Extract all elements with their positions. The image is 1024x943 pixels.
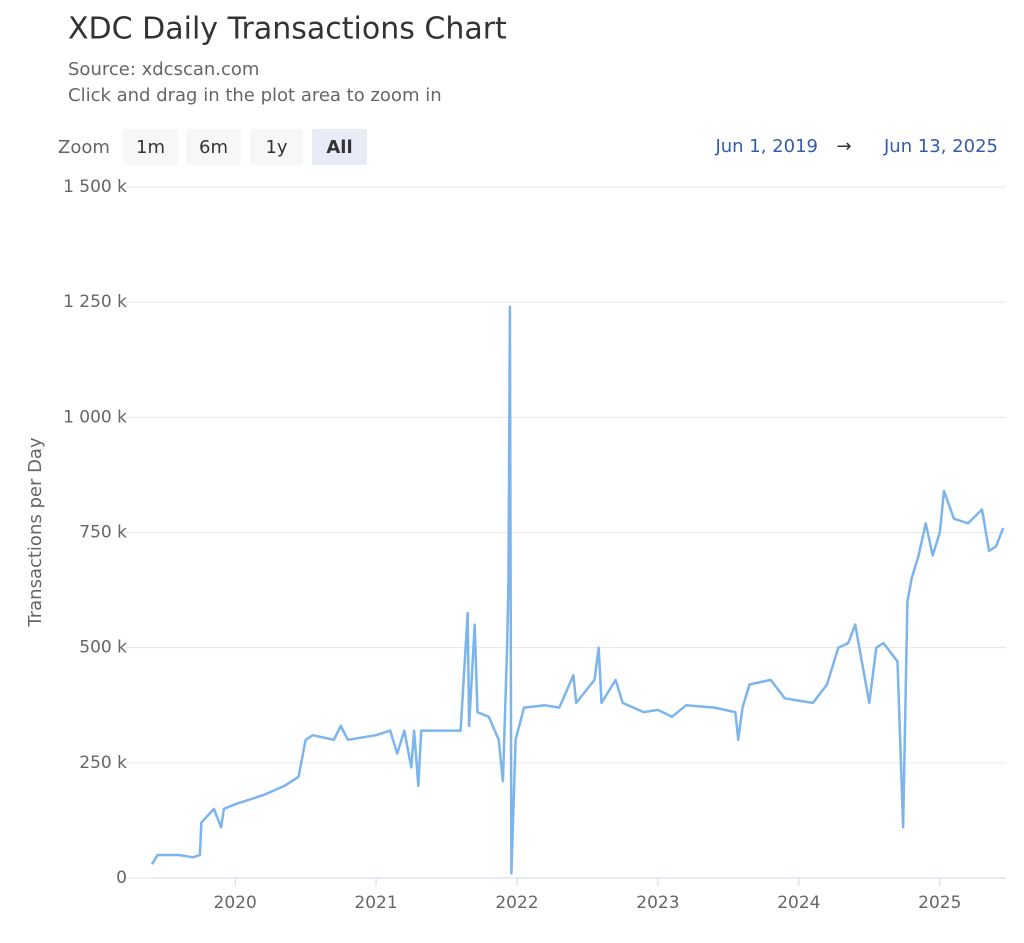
zoom-button-label[interactable]: 1m: [136, 137, 165, 158]
y-tick-label: 0: [116, 868, 127, 888]
line-series: [150, 305, 1005, 875]
y-tick-label: 250 k: [79, 753, 127, 773]
x-tick-label: 2023: [636, 893, 679, 913]
range-from: Jun 1, 2019: [714, 136, 818, 157]
x-tick-label: 2021: [354, 893, 397, 913]
y-tick-label: 1 000 k: [63, 407, 127, 427]
chart-title: XDC Daily Transactions Chart: [68, 12, 507, 47]
x-tick-label: 2022: [495, 893, 538, 913]
range-arrow: →: [836, 136, 851, 157]
x-tick-label: 2025: [918, 893, 961, 913]
x-tick-label: 2020: [214, 893, 257, 913]
y-tick-label: 500 k: [79, 638, 127, 658]
zoom-button-label[interactable]: 1y: [265, 137, 287, 158]
zoom-button[interactable]: [250, 129, 303, 165]
y-tick-label: 1 250 k: [63, 292, 127, 312]
zoom-button[interactable]: [123, 129, 178, 165]
zoom-buttons: 1m 6m 1y All: [123, 129, 367, 165]
zoom-label: Zoom: [58, 137, 110, 158]
zoom-button[interactable]: [186, 129, 241, 165]
chart-note: Click and drag in the plot area to zoom …: [68, 85, 442, 106]
zoom-button-label[interactable]: All: [326, 137, 352, 158]
y-tick-label: 1 500 k: [63, 177, 127, 197]
zoom-button-label[interactable]: 6m: [199, 137, 228, 158]
range-to: Jun 13, 2025: [883, 136, 998, 157]
zoom-button[interactable]: [312, 129, 367, 165]
x-tick-label: 2024: [777, 893, 820, 913]
chart-subtitle: Source: xdcscan.com: [68, 59, 259, 80]
y-tick-label: 750 k: [79, 523, 127, 543]
y-axis-label: Transactions per Day: [25, 437, 46, 628]
